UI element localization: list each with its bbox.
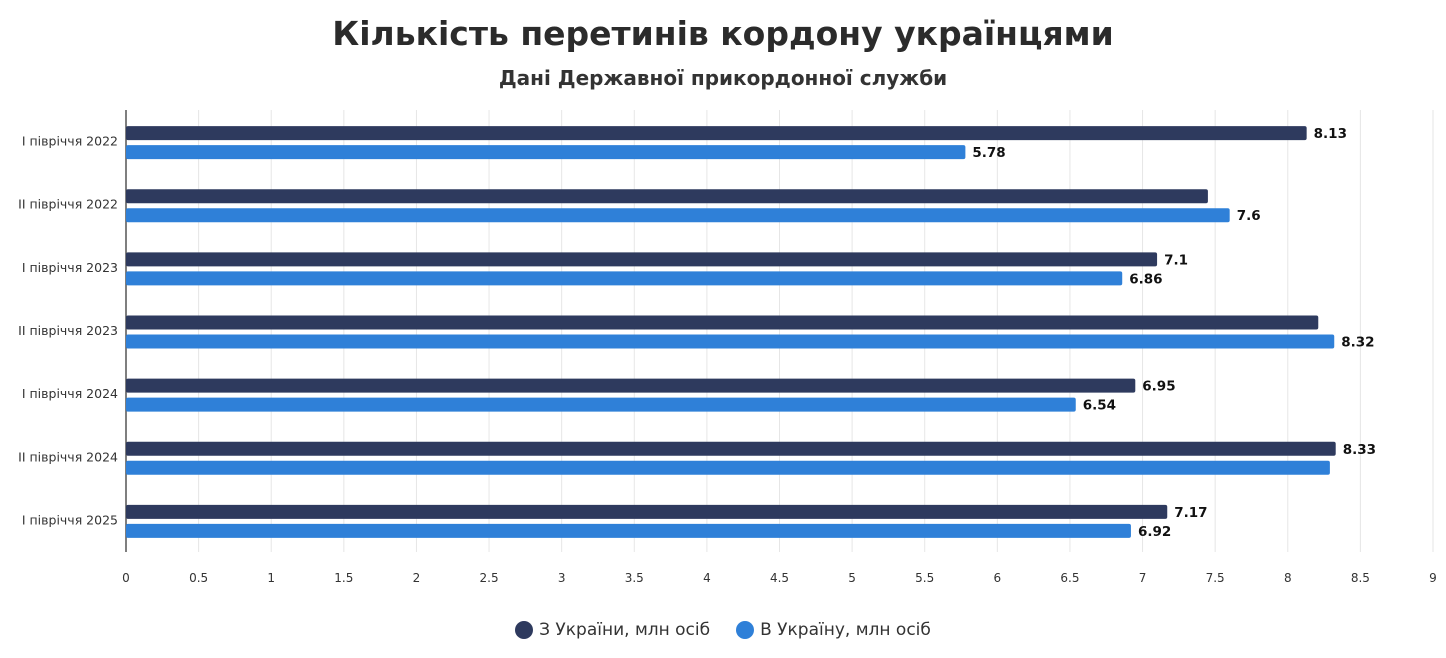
- bar-from-ukraine: [126, 189, 1208, 204]
- x-tick-label: 8: [1284, 571, 1292, 585]
- bar-chart: 0 0.5 1 1.5 2 2.5 3 3.5 4 4.5 5 5.5 6 6.5 7 7.5 8 8.5 9 I п…: [18, 110, 1437, 585]
- x-tick-label: 1: [267, 571, 275, 585]
- data-label: 7.17: [1174, 505, 1207, 521]
- bar-to-ukraine: [126, 334, 1335, 349]
- category-label: I півріччя 2025: [22, 512, 118, 527]
- legend-label-to-ukraine: В Україну, млн осіб: [760, 620, 931, 640]
- category-label: II півріччя 2023: [18, 323, 118, 338]
- category-label: I півріччя 2023: [22, 260, 118, 275]
- legend-marker-from-ukraine: [515, 621, 534, 639]
- x-tick-label: 4.5: [770, 571, 789, 585]
- bar-to-ukraine: [126, 145, 966, 160]
- x-tick-label: 2.5: [480, 571, 499, 585]
- category-label: II півріччя 2024: [18, 449, 118, 464]
- x-tick-label: 5.5: [915, 571, 934, 585]
- x-tick-label: 5: [848, 571, 856, 585]
- x-tick-label: 9: [1429, 571, 1437, 585]
- data-label: 6.92: [1138, 524, 1171, 540]
- legend-item-to-ukraine[interactable]: В Україну, млн осіб: [736, 620, 931, 640]
- x-tick-label: 1.5: [334, 571, 353, 585]
- category-label: I півріччя 2022: [22, 134, 118, 149]
- data-label: 8.13: [1314, 126, 1347, 142]
- data-label: 6.54: [1083, 398, 1116, 414]
- bar-to-ukraine: [126, 271, 1123, 286]
- bar-to-ukraine: [126, 523, 1131, 538]
- bar-from-ukraine: [126, 315, 1319, 330]
- data-label: 8.33: [1343, 442, 1376, 458]
- x-tick-label: 3: [558, 571, 566, 585]
- chart-subtitle: Дані Державної прикордонної служби: [498, 66, 948, 90]
- x-tick-label: 7: [1139, 571, 1147, 585]
- data-label: 6.95: [1142, 379, 1175, 395]
- bar-from-ukraine: [126, 126, 1307, 141]
- legend-item-from-ukraine[interactable]: З України, млн осіб: [515, 620, 710, 640]
- category-label: II півріччя 2022: [18, 197, 118, 212]
- bar-from-ukraine: [126, 252, 1158, 267]
- x-tick-label: 0.5: [189, 571, 208, 585]
- x-tick-label: 2: [413, 571, 421, 585]
- bar-from-ukraine: [126, 378, 1136, 393]
- bar-to-ukraine: [126, 460, 1330, 475]
- x-tick-label: 6.5: [1060, 571, 1079, 585]
- bar-from-ukraine: [126, 441, 1336, 456]
- data-label: 8.32: [1341, 335, 1374, 351]
- data-label: 5.78: [972, 145, 1005, 161]
- legend-marker-to-ukraine: [736, 621, 755, 639]
- bar-to-ukraine: [126, 208, 1230, 223]
- x-tick-label: 3.5: [625, 571, 644, 585]
- bar-from-ukraine: [126, 504, 1168, 519]
- x-tick-label: 7.5: [1206, 571, 1225, 585]
- legend: З України, млн осіб В Україну, млн осіб: [0, 620, 1446, 640]
- data-label: 7.6: [1237, 208, 1261, 224]
- chart-title: Кількість перетинів кордону українцями: [332, 14, 1114, 53]
- x-tick-label: 0: [122, 571, 130, 585]
- legend-label-from-ukraine: З України, млн осіб: [539, 620, 711, 640]
- bar-to-ukraine: [126, 397, 1076, 412]
- x-tick-label: 8.5: [1351, 571, 1370, 585]
- x-tick-label: 6: [994, 571, 1002, 585]
- data-label: 6.86: [1129, 271, 1162, 287]
- data-label: 7.1: [1164, 252, 1188, 268]
- category-label: I півріччя 2024: [22, 386, 118, 401]
- x-tick-label: 4: [703, 571, 711, 585]
